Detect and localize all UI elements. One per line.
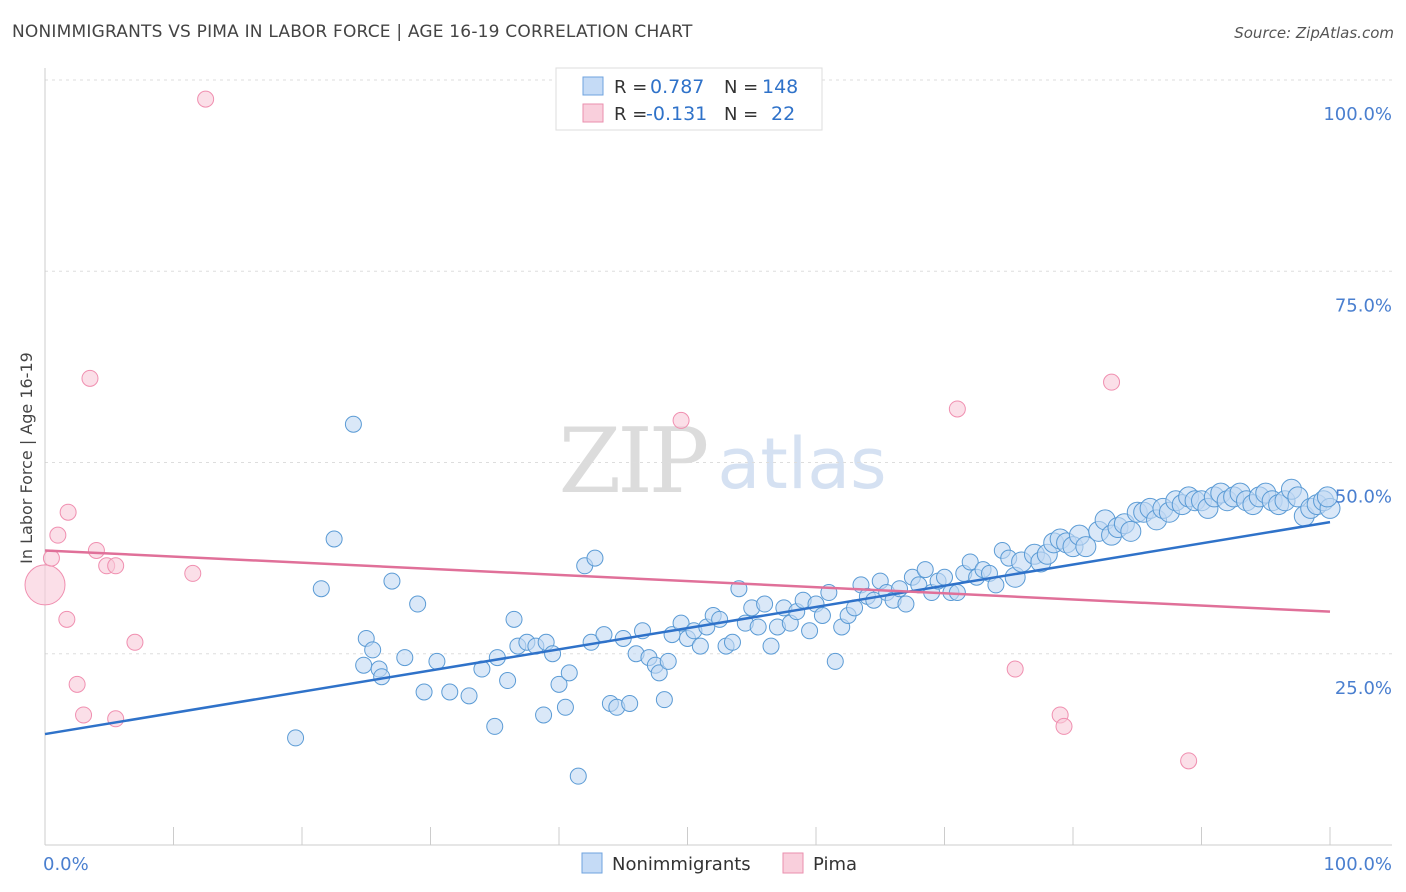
pima-trend-line bbox=[44, 549, 1331, 613]
legend-swatch-pima bbox=[582, 103, 604, 123]
nonimmigrants-point-3 bbox=[312, 580, 330, 598]
bottom-legend-label-pima: Pima bbox=[813, 854, 857, 875]
pima-point-3 bbox=[59, 503, 77, 521]
pima-point-21 bbox=[1180, 752, 1198, 770]
watermark-atlas: atlas bbox=[717, 423, 886, 505]
axes bbox=[44, 68, 1392, 846]
nonimmigrants-point-9 bbox=[383, 572, 401, 590]
legend-swatch-nonimmigrants bbox=[582, 76, 604, 96]
nonimmigrants-point-55 bbox=[723, 633, 741, 651]
pima-point-13 bbox=[184, 564, 202, 582]
nonimmigrants-point-82 bbox=[897, 595, 915, 613]
pima-point-6 bbox=[75, 706, 93, 724]
nonimmigrants-point-92 bbox=[961, 553, 979, 571]
pima-point-17 bbox=[1006, 660, 1024, 678]
tick-labels: 25.0% 50.0% 75.0% 100.0% 0.0% 100.0% bbox=[43, 104, 1392, 875]
pima-point-20 bbox=[1103, 373, 1121, 391]
bottom-legend-label-nonimmigrants: Nonimmigrants bbox=[612, 854, 751, 875]
nonimmigrants-point-85 bbox=[916, 561, 934, 579]
nonimmigrants-point-20 bbox=[505, 610, 523, 628]
y-axis-label: In Labor Force | Age 16-19 bbox=[17, 352, 36, 564]
legend-r-label-2: R = bbox=[614, 104, 647, 125]
legend-r-label-1: R = bbox=[614, 77, 647, 98]
nonimmigrants-point-115 bbox=[1120, 520, 1142, 542]
pima-point-10 bbox=[107, 557, 125, 575]
correlation-legend: R = 0.787 N = 148 R = -0.131 N = 22 bbox=[555, 67, 823, 131]
gridlines bbox=[45, 79, 1392, 655]
nonimmigrants-point-1 bbox=[344, 415, 362, 433]
pima-points bbox=[24, 90, 1198, 770]
nonimmigrants-point-13 bbox=[428, 652, 446, 670]
pima-point-12 bbox=[126, 633, 144, 651]
nonimmigrants-point-109 bbox=[1075, 536, 1097, 558]
nonimmigrants-point-2 bbox=[325, 530, 343, 548]
y-tick-label-1: 50.0% bbox=[1335, 487, 1392, 508]
nonimmigrants-points bbox=[287, 415, 1341, 785]
nonimmigrants-point-15 bbox=[460, 687, 478, 705]
pima-point-15 bbox=[672, 411, 690, 429]
nonimmigrants-point-17 bbox=[486, 717, 504, 735]
nonimmigrants-point-10 bbox=[396, 649, 414, 667]
nonimmigrants-point-69 bbox=[813, 607, 831, 624]
nonimmigrants-point-24 bbox=[535, 706, 553, 724]
nonimmigrants-point-61 bbox=[762, 637, 780, 655]
pima-point-8 bbox=[87, 541, 105, 559]
y-tick-label-3: 100.0% bbox=[1323, 104, 1392, 125]
nonimmigrants-point-44 bbox=[659, 652, 677, 670]
nonimmigrants-point-88 bbox=[936, 568, 953, 586]
nonimmigrants-point-147 bbox=[1316, 486, 1338, 508]
nonimmigrants-point-14 bbox=[441, 683, 459, 701]
pima-point-0 bbox=[24, 564, 66, 606]
trend-lines bbox=[44, 520, 1331, 736]
legend-n-label-2: N = bbox=[724, 104, 758, 125]
pima-point-2 bbox=[49, 526, 67, 544]
nonimmigrants-point-38 bbox=[621, 694, 639, 712]
pima-point-5 bbox=[68, 675, 86, 693]
nonimmigrants-point-12 bbox=[415, 683, 433, 701]
nonimmigrants-point-5 bbox=[364, 641, 382, 659]
nonimmigrants-point-26 bbox=[544, 645, 562, 663]
nonimmigrants-point-28 bbox=[556, 698, 574, 716]
legend-r-value-2: -0.131 bbox=[646, 103, 707, 125]
legend-n-value-2: 22 bbox=[771, 103, 795, 125]
x-tick-label-1: 100.0% bbox=[1323, 854, 1392, 875]
nonimmigrants-point-60 bbox=[756, 595, 774, 613]
nonimmigrants-point-50 bbox=[691, 637, 709, 655]
y-tick-label-0: 25.0% bbox=[1335, 678, 1392, 699]
nonimmigrants-point-47 bbox=[672, 614, 690, 632]
nonimmigrants-point-59 bbox=[749, 618, 767, 636]
x-tick-label-0: 0.0% bbox=[43, 854, 89, 875]
nonimmigrants-point-67 bbox=[801, 622, 819, 640]
nonimmigrants-point-6 bbox=[355, 656, 373, 674]
nonimmigrants-point-43 bbox=[650, 664, 668, 682]
bottom-legend-swatch-pima bbox=[782, 852, 804, 874]
pima-point-1 bbox=[42, 549, 60, 567]
legend-r-value-1: 0.787 bbox=[650, 76, 704, 98]
nonimmigrants-point-27 bbox=[550, 675, 568, 693]
pima-point-7 bbox=[81, 369, 99, 387]
y-tick-label-2: 75.0% bbox=[1335, 295, 1392, 316]
source-label: Source: ZipAtlas.com bbox=[1234, 24, 1394, 42]
nonimmigrants-point-33 bbox=[586, 549, 604, 567]
nonimmigrants-point-45 bbox=[655, 691, 673, 709]
pima-point-19 bbox=[1055, 717, 1073, 735]
series-legend: Nonimmigrants Pima bbox=[581, 852, 857, 875]
nonimmigrants-point-71 bbox=[826, 652, 844, 670]
chart-title: NONIMMIGRANTS VS PIMA IN LABOR FORCE | A… bbox=[12, 22, 693, 42]
pima-point-4 bbox=[58, 610, 76, 628]
nonimmigrants-point-19 bbox=[499, 672, 517, 690]
nonimmigrants-point-30 bbox=[569, 767, 587, 785]
nonimmigrants-point-29 bbox=[560, 664, 578, 682]
legend-n-value-1: 148 bbox=[762, 76, 798, 98]
legend-n-label-1: N = bbox=[724, 77, 758, 98]
nonimmigrants-trend-line bbox=[44, 520, 1331, 736]
pima-point-14 bbox=[197, 90, 215, 108]
pima-point-16 bbox=[948, 400, 966, 418]
nonimmigrants-point-11 bbox=[409, 595, 427, 613]
nonimmigrants-point-0 bbox=[287, 729, 305, 747]
bottom-legend-swatch-nonimmigrants bbox=[581, 852, 603, 874]
